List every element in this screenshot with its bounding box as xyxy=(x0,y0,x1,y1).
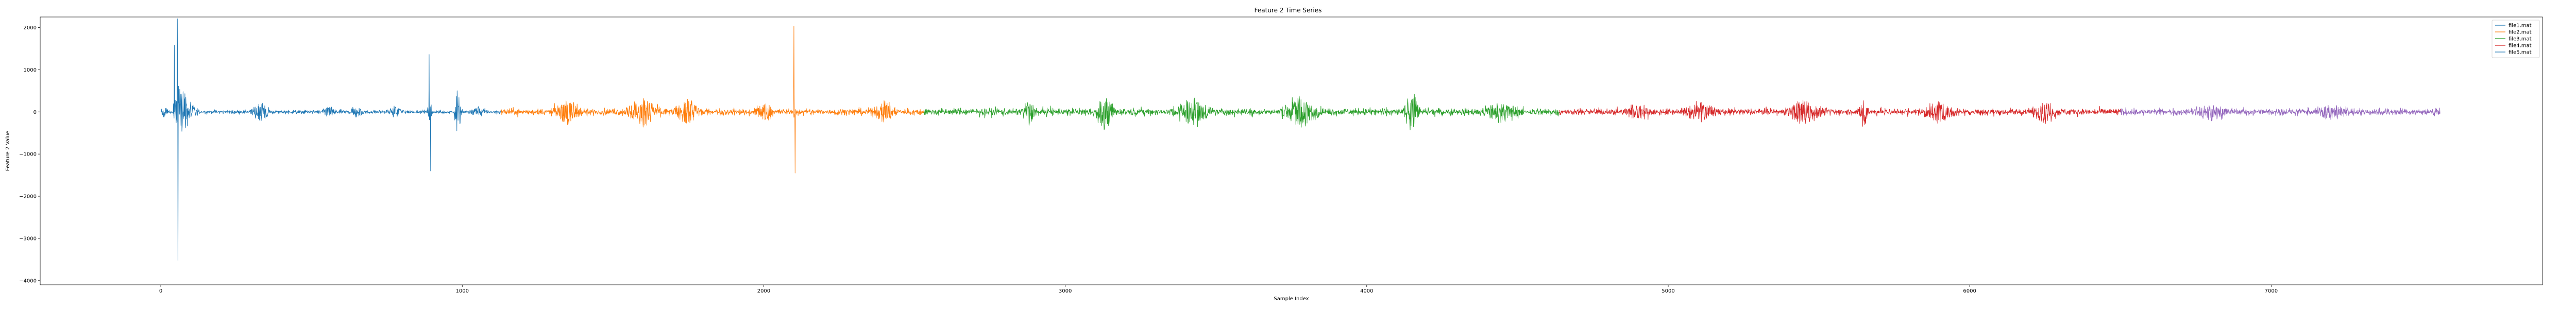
x-tick-label: 4000 xyxy=(1360,288,1373,294)
x-tick-label: 7000 xyxy=(2265,288,2278,294)
plot-area xyxy=(160,18,2441,261)
series-line-file2 xyxy=(501,26,924,174)
x-tick-label: 2000 xyxy=(757,288,770,294)
legend-entry: file5.mat xyxy=(2509,50,2532,56)
y-tick-label: −3000 xyxy=(19,236,37,242)
series-line-file1 xyxy=(160,18,502,261)
y-tick-label: 2000 xyxy=(24,25,37,31)
y-tick-label: 1000 xyxy=(24,67,37,73)
x-axis-label: Sample Index xyxy=(1274,296,1309,302)
y-tick-label: −2000 xyxy=(19,194,37,200)
axes-frame xyxy=(40,16,2543,285)
series-line-file5 xyxy=(2120,105,2441,122)
legend-entry: file1.mat xyxy=(2509,23,2532,29)
x-axis: 0 1000 2000 3000 4000 5000 6000 7000 xyxy=(159,285,2278,294)
y-tick-label: 0 xyxy=(33,110,37,115)
x-tick-label: 3000 xyxy=(1059,288,1072,294)
legend-entry: file2.mat xyxy=(2509,30,2532,36)
legend-entry: file4.mat xyxy=(2509,43,2532,49)
y-axis: −4000 −3000 −2000 −1000 0 1000 2000 xyxy=(19,25,40,284)
x-tick-label: 0 xyxy=(159,288,162,294)
series-line-file3 xyxy=(923,94,1560,130)
y-axis-label: Feature 2 Value xyxy=(5,131,11,171)
chart-title: Feature 2 Time Series xyxy=(1255,7,1322,14)
x-tick-label: 5000 xyxy=(1662,288,1674,294)
x-tick-label: 1000 xyxy=(456,288,469,294)
x-tick-label: 6000 xyxy=(1963,288,1976,294)
legend: file1.matfile2.matfile3.matfile4.matfile… xyxy=(2492,20,2540,58)
legend-box xyxy=(2492,20,2540,58)
legend-entry: file3.mat xyxy=(2509,37,2532,42)
y-tick-label: −4000 xyxy=(19,278,37,284)
y-tick-label: −1000 xyxy=(19,152,37,158)
series-line-file4 xyxy=(1559,99,2121,127)
